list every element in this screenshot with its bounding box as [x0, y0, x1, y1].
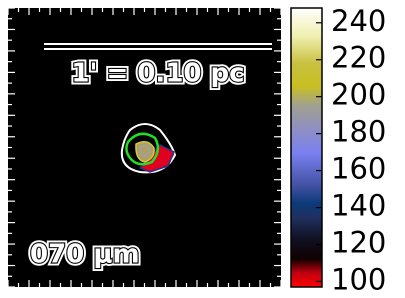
band-label: 070 μm [30, 240, 140, 270]
colorbar-tick-label: 160 [331, 152, 386, 186]
colorbar-tick-label: 200 [331, 78, 386, 112]
colorbar [291, 8, 322, 287]
colorbar-tick-label: 140 [331, 189, 386, 223]
figure: 1' = 0.10 pc 1' = 0.10 pc 070 μm 070 μm … [0, 0, 405, 294]
colorbar-tick-label: 120 [331, 226, 386, 260]
scale-label: 1' = 0.10 pc [71, 59, 244, 89]
colorbar-tick-label: 240 [331, 4, 386, 38]
colorbar-tick-label: 220 [331, 41, 386, 75]
colorbar-tick-label: 100 [331, 262, 386, 294]
colorbar-tick-label: 180 [331, 115, 386, 149]
